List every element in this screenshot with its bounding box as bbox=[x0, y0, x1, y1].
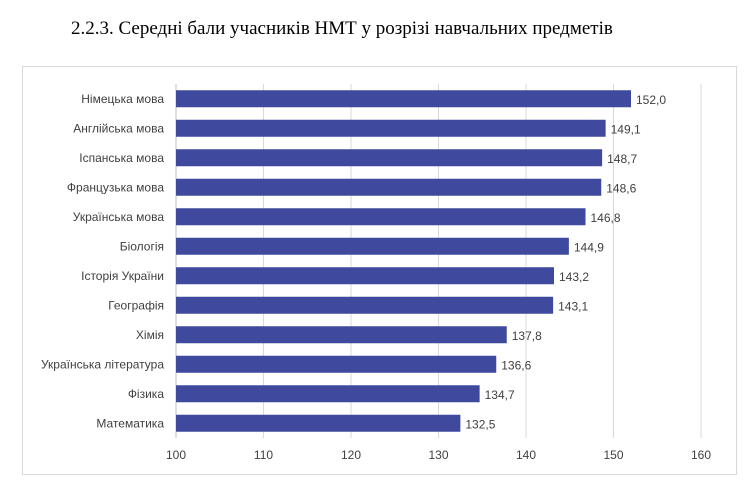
value-label: 149,1 bbox=[611, 122, 641, 136]
value-label: 134,7 bbox=[485, 388, 515, 402]
category-label: Іспанська мова bbox=[79, 151, 164, 165]
value-label: 137,8 bbox=[512, 329, 542, 343]
category-label: Біологія bbox=[120, 239, 164, 253]
x-tick-label: 120 bbox=[341, 448, 361, 462]
value-label: 152,0 bbox=[636, 93, 666, 107]
value-label: 148,7 bbox=[607, 152, 637, 166]
x-tick-label: 150 bbox=[603, 448, 623, 462]
x-axis-ticks: 100 110 120 130 140 150 160 bbox=[166, 448, 711, 462]
bar bbox=[176, 385, 480, 403]
category-label: Хімія bbox=[136, 328, 164, 342]
x-tick-label: 140 bbox=[516, 448, 536, 462]
category-labels: Німецька мова Англійська мова Іспанська мо… bbox=[41, 92, 164, 431]
bar bbox=[176, 149, 603, 167]
bar bbox=[176, 208, 586, 226]
value-label: 143,2 bbox=[559, 270, 589, 284]
category-label: Українська література bbox=[41, 357, 164, 371]
bar bbox=[176, 119, 606, 137]
x-tick-label: 100 bbox=[166, 448, 186, 462]
x-tick-label: 160 bbox=[691, 448, 711, 462]
value-label: 146,8 bbox=[591, 211, 621, 225]
value-label: 148,6 bbox=[606, 181, 636, 195]
value-label: 132,5 bbox=[465, 417, 495, 431]
value-label: 143,1 bbox=[558, 299, 588, 313]
bars bbox=[176, 90, 631, 432]
bar bbox=[176, 267, 554, 285]
category-label: Історія України bbox=[81, 269, 164, 283]
value-label: 136,6 bbox=[501, 358, 531, 372]
x-tick-label: 130 bbox=[428, 448, 448, 462]
bar bbox=[176, 296, 554, 314]
bar bbox=[176, 237, 569, 255]
bar bbox=[176, 326, 507, 344]
value-label: 144,9 bbox=[574, 240, 604, 254]
category-label: Французька мова bbox=[67, 180, 164, 194]
value-labels: 152,0 149,1 148,7 148,6 146,8 144,9 143,2 143,1… bbox=[465, 93, 666, 432]
bar bbox=[176, 355, 497, 373]
category-label: Німецька мова bbox=[81, 92, 164, 106]
bar bbox=[176, 178, 602, 196]
category-label: Англійська мова bbox=[73, 121, 164, 135]
x-tick-label: 110 bbox=[254, 448, 273, 462]
page-heading: 2.2.3. Середні бали учасників НМТ у розр… bbox=[71, 18, 613, 39]
category-label: Фізика bbox=[128, 387, 165, 401]
category-label: Математика bbox=[96, 416, 164, 430]
category-label: Українська мова bbox=[73, 210, 165, 224]
bar bbox=[176, 90, 631, 108]
category-label: Географія bbox=[108, 298, 164, 312]
bar bbox=[176, 414, 461, 432]
gridlines bbox=[175, 84, 702, 438]
